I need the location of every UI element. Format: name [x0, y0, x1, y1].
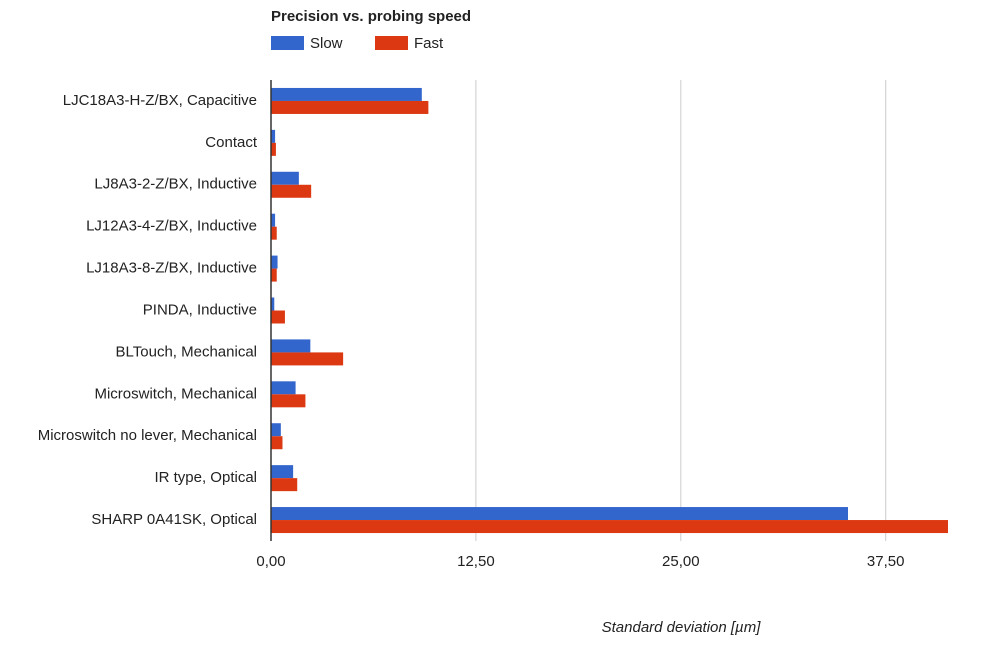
bar — [271, 478, 298, 492]
bar — [271, 520, 948, 534]
y-tick-label: LJ8A3-2-Z/BX, Inductive — [94, 176, 257, 193]
y-tick-label: LJ12A3-4-Z/BX, Inductive — [86, 218, 257, 235]
bar — [271, 171, 299, 185]
bar — [271, 87, 422, 101]
x-tick-label: 12,50 — [457, 553, 495, 570]
bar — [271, 352, 344, 366]
x-axis-title: Standard deviation [µm] — [602, 619, 762, 636]
bar — [271, 184, 312, 198]
bar — [271, 423, 281, 437]
bar — [271, 268, 277, 282]
y-tick-label: Microswitch no lever, Mechanical — [38, 427, 257, 444]
legend-label: Slow — [310, 35, 343, 52]
bar — [271, 213, 276, 227]
y-tick-label: Microswitch, Mechanical — [94, 385, 257, 402]
bar — [271, 507, 849, 521]
y-tick-label: IR type, Optical — [154, 469, 257, 486]
x-tick-label: 0,00 — [256, 553, 285, 570]
bar — [271, 142, 276, 156]
y-tick-label: BLTouch, Mechanical — [116, 343, 257, 360]
legend-swatch — [375, 36, 408, 50]
bar — [271, 129, 276, 143]
bar — [271, 226, 277, 240]
y-tick-label: Contact — [205, 134, 258, 151]
bar — [271, 339, 311, 353]
bar — [271, 310, 285, 324]
bar — [271, 255, 278, 269]
bar — [271, 381, 296, 395]
y-tick-label: SHARP 0A41SK, Optical — [91, 511, 257, 528]
y-tick-label: LJC18A3-H-Z/BX, Capacitive — [63, 92, 257, 109]
x-tick-label: 37,50 — [867, 553, 905, 570]
chart-title: Precision vs. probing speed — [271, 8, 471, 25]
x-tick-label: 25,00 — [662, 553, 700, 570]
legend-label: Fast — [414, 35, 444, 52]
bar — [271, 100, 429, 114]
legend-swatch — [271, 36, 304, 50]
y-tick-label: PINDA, Inductive — [143, 301, 257, 318]
bar — [271, 297, 275, 311]
y-tick-label: LJ18A3-8-Z/BX, Inductive — [86, 260, 257, 277]
bar — [271, 465, 294, 479]
bar — [271, 436, 283, 450]
bar — [271, 394, 306, 408]
